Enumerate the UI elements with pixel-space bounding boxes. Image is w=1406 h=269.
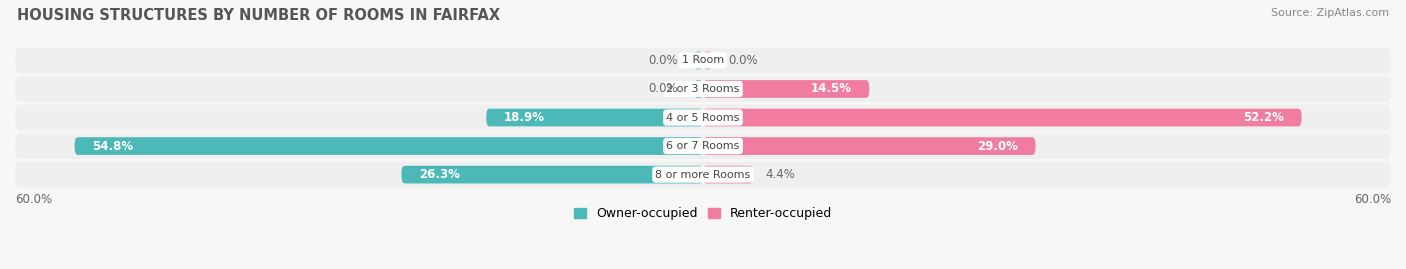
FancyBboxPatch shape [75,137,703,155]
FancyBboxPatch shape [15,48,1391,73]
Text: 1 Room: 1 Room [682,55,724,65]
Text: 6 or 7 Rooms: 6 or 7 Rooms [666,141,740,151]
Text: 8 or more Rooms: 8 or more Rooms [655,170,751,180]
FancyBboxPatch shape [693,52,703,69]
Text: 60.0%: 60.0% [1354,193,1391,206]
Text: 0.0%: 0.0% [648,83,678,95]
Text: 26.3%: 26.3% [419,168,460,181]
Legend: Owner-occupied, Renter-occupied: Owner-occupied, Renter-occupied [574,207,832,220]
FancyBboxPatch shape [15,162,1391,187]
FancyBboxPatch shape [703,52,713,69]
Text: 18.9%: 18.9% [503,111,544,124]
Text: 4.4%: 4.4% [765,168,794,181]
Text: 4 or 5 Rooms: 4 or 5 Rooms [666,112,740,123]
FancyBboxPatch shape [703,166,754,183]
Text: 54.8%: 54.8% [91,140,134,153]
Text: 60.0%: 60.0% [15,193,52,206]
Text: 0.0%: 0.0% [728,54,758,67]
FancyBboxPatch shape [402,166,703,183]
Text: 2 or 3 Rooms: 2 or 3 Rooms [666,84,740,94]
FancyBboxPatch shape [703,109,1302,126]
FancyBboxPatch shape [703,137,1036,155]
Text: Source: ZipAtlas.com: Source: ZipAtlas.com [1271,8,1389,18]
FancyBboxPatch shape [15,105,1391,130]
FancyBboxPatch shape [703,80,869,98]
FancyBboxPatch shape [15,133,1391,159]
Text: 0.0%: 0.0% [648,54,678,67]
Text: HOUSING STRUCTURES BY NUMBER OF ROOMS IN FAIRFAX: HOUSING STRUCTURES BY NUMBER OF ROOMS IN… [17,8,501,23]
FancyBboxPatch shape [486,109,703,126]
Text: 14.5%: 14.5% [811,83,852,95]
FancyBboxPatch shape [693,80,703,98]
Text: 52.2%: 52.2% [1243,111,1284,124]
FancyBboxPatch shape [15,76,1391,102]
Text: 29.0%: 29.0% [977,140,1018,153]
